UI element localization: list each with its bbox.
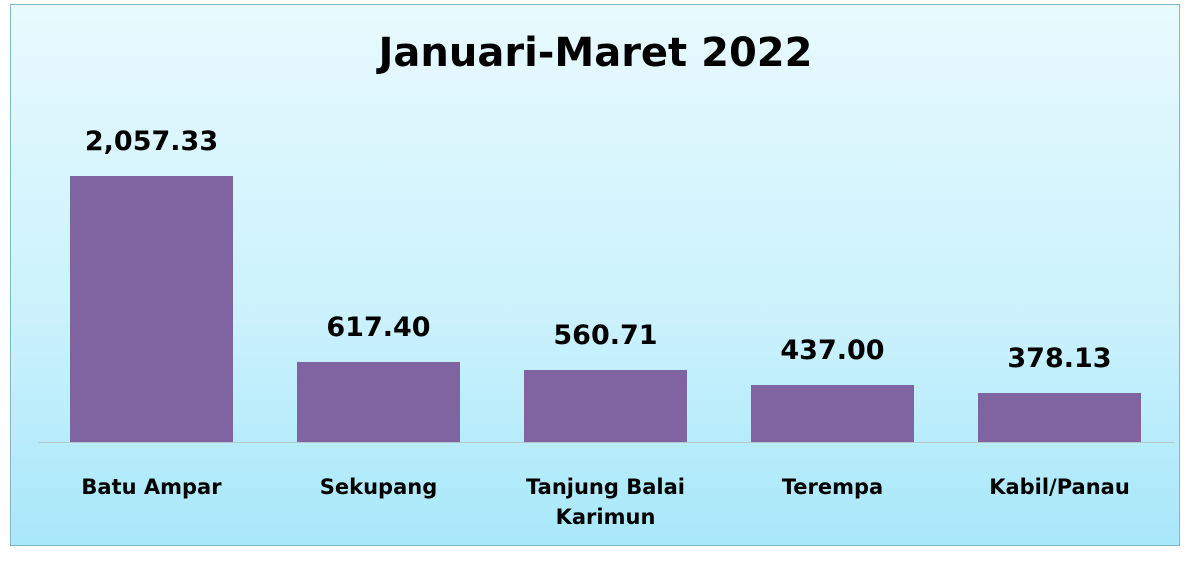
- x-tick-label: Kabil/Panau: [989, 475, 1130, 499]
- x-axis-line: [38, 442, 1175, 443]
- value-label: 437.00: [780, 335, 885, 367]
- value-label: 378.13: [1007, 343, 1112, 375]
- bar: [751, 385, 914, 442]
- bar: [70, 176, 233, 442]
- value-label: 2,057.33: [84, 126, 219, 157]
- chart-title: Januari-Maret 2022: [378, 30, 813, 76]
- value-label: 617.40: [326, 312, 431, 344]
- x-tick-label: Terempa: [781, 475, 884, 499]
- bar: [297, 362, 460, 442]
- x-tick-label: Batu Ampar: [81, 475, 222, 499]
- x-tick-label: Tanjung Balai Karimun: [526, 475, 685, 529]
- x-tick-label: Sekupang: [319, 475, 438, 499]
- bar: [524, 369, 687, 442]
- value-label: 560.71: [553, 319, 658, 351]
- bar: [978, 393, 1141, 442]
